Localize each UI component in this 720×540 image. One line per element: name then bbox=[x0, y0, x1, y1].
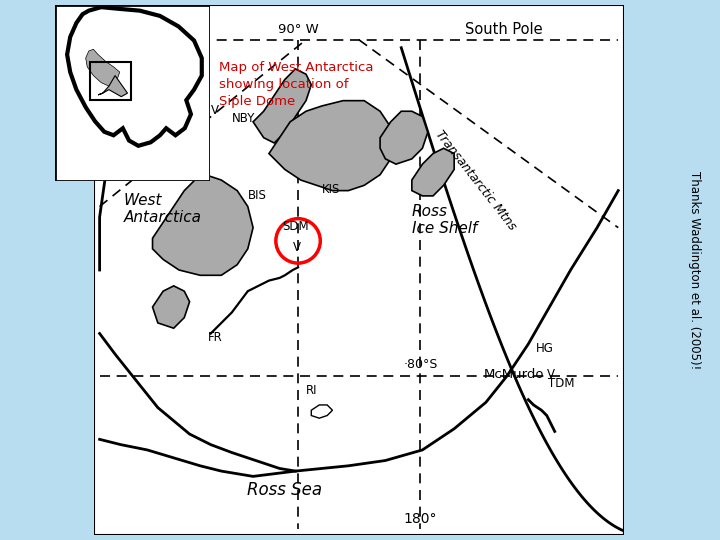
Polygon shape bbox=[253, 69, 311, 143]
Text: West
Antarctica: West Antarctica bbox=[123, 193, 202, 225]
Text: Marie Byrd
Land: Marie Byrd Land bbox=[115, 106, 194, 138]
Polygon shape bbox=[67, 7, 202, 146]
Text: Map of West Antarctica
showing location of
Siple Dome: Map of West Antarctica showing location … bbox=[219, 61, 373, 108]
Polygon shape bbox=[153, 175, 253, 275]
Text: V: V bbox=[546, 368, 555, 381]
Text: BIS: BIS bbox=[248, 188, 266, 201]
Polygon shape bbox=[98, 76, 127, 97]
Text: TDM: TDM bbox=[548, 377, 575, 390]
Text: 180°: 180° bbox=[403, 512, 436, 526]
Polygon shape bbox=[153, 286, 189, 328]
Text: 90° W: 90° W bbox=[278, 23, 318, 36]
Text: NBY: NBY bbox=[232, 112, 256, 125]
Polygon shape bbox=[380, 111, 428, 164]
Polygon shape bbox=[412, 148, 454, 196]
Bar bbox=[90, 62, 130, 100]
Text: V: V bbox=[211, 104, 219, 117]
Polygon shape bbox=[311, 405, 333, 418]
Text: South Pole: South Pole bbox=[465, 22, 542, 37]
Text: KIS: KIS bbox=[322, 183, 341, 196]
Text: Ross
Ice Shelf: Ross Ice Shelf bbox=[412, 204, 477, 236]
Polygon shape bbox=[269, 100, 396, 191]
Polygon shape bbox=[86, 49, 120, 86]
Text: V: V bbox=[293, 241, 301, 254]
Text: SDM: SDM bbox=[282, 220, 309, 233]
Text: RI: RI bbox=[306, 384, 318, 397]
Text: HG: HG bbox=[536, 342, 554, 355]
Text: McMurdo: McMurdo bbox=[483, 368, 544, 381]
Text: FR: FR bbox=[208, 332, 223, 345]
Text: Thanks Waddington et al. (2005)!: Thanks Waddington et al. (2005)! bbox=[688, 171, 701, 369]
Text: ·80°S: ·80°S bbox=[404, 358, 438, 371]
Text: Transantarctic Mtns: Transantarctic Mtns bbox=[432, 127, 518, 233]
Text: Ross Sea: Ross Sea bbox=[247, 481, 323, 498]
